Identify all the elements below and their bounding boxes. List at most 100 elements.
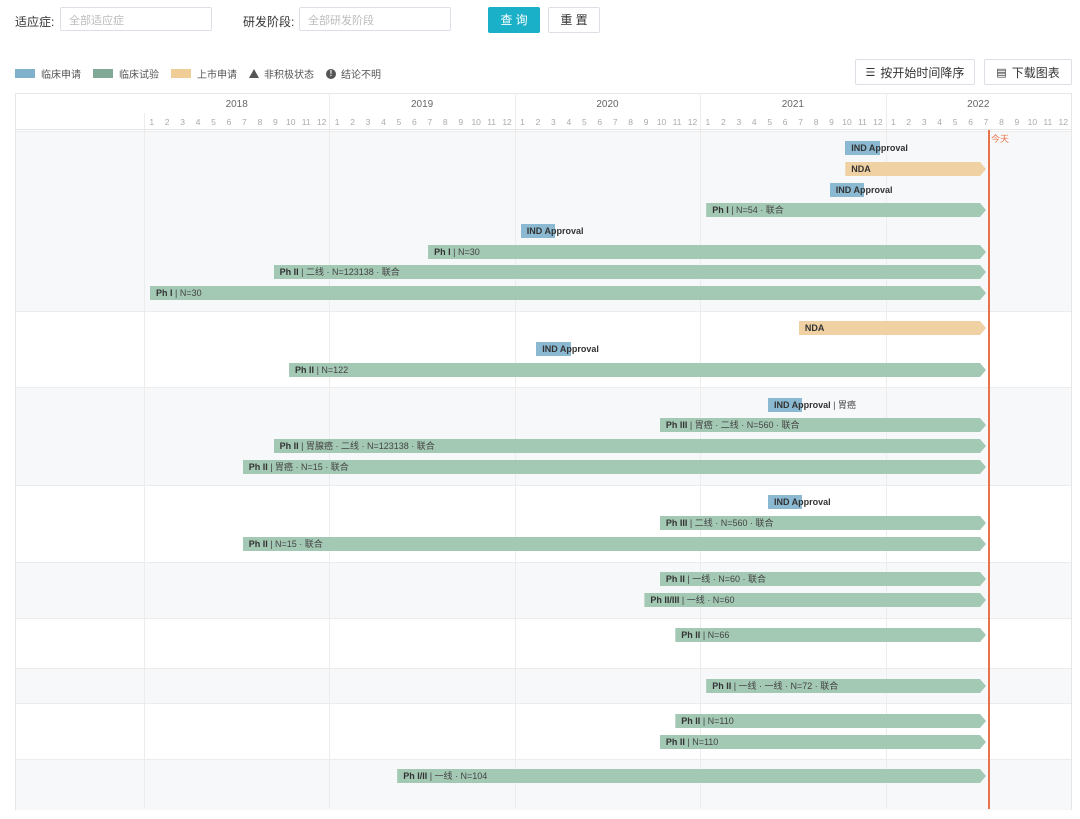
month-label: 3 xyxy=(921,117,927,127)
query-button[interactable]: 查 询 xyxy=(488,7,540,33)
month-label: 6 xyxy=(412,117,417,127)
bar-stage-label: Ph II xyxy=(681,630,701,640)
month-label: 5 xyxy=(767,117,773,127)
trial-bar[interactable]: Ph II | 一线 · N=60 · 联合 xyxy=(660,572,986,586)
ind-bar[interactable]: IND Approval xyxy=(536,342,599,356)
bar-detail-label: | 一线 · N=104 xyxy=(427,771,488,781)
bar-stage-label: Ph I xyxy=(712,205,729,215)
legend-item-ind[interactable]: 临床申请 xyxy=(15,66,81,81)
download-icon: ▤ xyxy=(996,66,1007,79)
bar-stage-label: Ph II xyxy=(279,267,299,277)
bar-stage-label: Ph II xyxy=(248,539,268,549)
bar-stage-label: Ph II xyxy=(665,574,685,584)
row-group xyxy=(16,562,1071,618)
month-label: 5 xyxy=(952,117,958,127)
legend-item-unclear[interactable]: ! 结论不明 xyxy=(326,66,381,81)
trial-swatch xyxy=(93,69,113,78)
bar-stage-label: Ph II xyxy=(279,441,299,451)
legend-label: 临床试验 xyxy=(119,70,159,81)
month-label: 8 xyxy=(628,117,634,127)
trial-bar[interactable]: Ph I | N=30 xyxy=(150,286,986,300)
download-button[interactable]: ▤ 下载图表 xyxy=(984,59,1072,85)
axis-gridline xyxy=(144,113,145,809)
indication-select[interactable]: 全部适应症 xyxy=(60,7,212,31)
month-label: 5 xyxy=(211,117,216,127)
sort-label: 按开始时间降序 xyxy=(880,65,965,80)
legend-item-nda[interactable]: 上市申请 xyxy=(171,66,237,81)
month-label: 2 xyxy=(906,117,912,127)
bar-detail-label: | N=66 xyxy=(700,630,730,640)
bar-detail-label: | 一线 · N=60 xyxy=(679,595,735,605)
legend: 临床申请 临床试验 上市申请 非积极状态 ! 结论不明 xyxy=(15,66,381,81)
month-label: 8 xyxy=(999,117,1004,127)
month-label: 9 xyxy=(1014,117,1020,127)
ind-bar[interactable]: IND Approval xyxy=(520,224,583,238)
triangle-icon xyxy=(249,69,259,78)
month-label: 2 xyxy=(350,117,355,127)
month-label: 10 xyxy=(656,117,667,127)
trial-bar[interactable]: Ph II | N=66 xyxy=(675,628,986,642)
bar-stage-label: IND Approval xyxy=(851,143,908,153)
row-group xyxy=(16,131,1071,311)
bar-stage-label: Ph II xyxy=(665,737,685,747)
indication-placeholder: 全部适应症 xyxy=(69,15,124,27)
row-group xyxy=(16,618,1071,668)
month-label: 2 xyxy=(164,117,170,127)
bar-detail-label: | N=54 · 联合 xyxy=(728,205,784,215)
ind-bar[interactable]: IND Approval xyxy=(829,183,892,197)
month-label: 3 xyxy=(551,117,556,127)
bar-stage-label: Ph I xyxy=(156,288,173,298)
nda-bar[interactable]: NDA xyxy=(845,162,986,176)
trial-bar[interactable]: Ph II | N=15 · 联合 xyxy=(243,537,986,551)
trial-bar[interactable]: Ph II | 胃腺癌 · 二线 · N=123138 · 联合 xyxy=(274,439,986,453)
legend-item-trial[interactable]: 临床试验 xyxy=(93,66,159,81)
month-label: 2 xyxy=(721,117,726,127)
trial-bar[interactable]: Ph II | 二线 · N=123138 · 联合 xyxy=(274,265,986,279)
month-label: 1 xyxy=(520,117,525,127)
month-label: 5 xyxy=(396,117,402,127)
trial-bar[interactable]: Ph II | N=122 xyxy=(289,363,986,377)
month-label: 6 xyxy=(968,117,973,127)
month-label: 9 xyxy=(643,117,649,127)
stage-label: 研发阶段: xyxy=(243,15,295,29)
bar-detail-label: | N=30 xyxy=(172,288,202,298)
legend-label: 非积极状态 xyxy=(264,70,314,81)
month-label: 12 xyxy=(873,117,883,127)
bar-detail-label: | N=110 xyxy=(684,737,719,747)
bar-stage-label: NDA xyxy=(804,323,825,333)
trial-bar[interactable]: Ph II | 胃癌 · N=15 · 联合 xyxy=(243,460,986,474)
download-label: 下载图表 xyxy=(1011,65,1060,80)
reset-button[interactable]: 重 置 xyxy=(548,7,600,33)
trial-bar[interactable]: Ph II | 一线 · 一线 · N=72 · 联合 xyxy=(706,679,986,693)
bar-stage-label: Ph II/III xyxy=(650,595,680,605)
ind-bar[interactable]: IND Approval | 胃癌 xyxy=(768,398,856,412)
trial-bar[interactable]: Ph II | N=110 xyxy=(660,735,986,749)
month-label: 11 xyxy=(858,117,867,127)
month-label: 4 xyxy=(937,117,943,127)
sort-button[interactable]: ☰ 按开始时间降序 xyxy=(855,59,975,85)
legend-item-inactive[interactable]: 非积极状态 xyxy=(249,66,314,81)
bar-detail-label: | 一线 · 一线 · N=72 · 联合 xyxy=(731,681,839,691)
legend-label: 结论不明 xyxy=(341,70,381,81)
bar-stage-label: IND Approval xyxy=(526,226,584,236)
trial-bar[interactable]: Ph I/II | 一线 · N=104 xyxy=(397,769,986,783)
month-label: 11 xyxy=(487,117,497,127)
ind-bar[interactable]: IND Approval xyxy=(768,495,831,509)
trial-bar[interactable]: Ph III | 二线 · N=560 · 联合 xyxy=(660,516,986,530)
bar-detail-label: | 胃癌 · 二线 · N=560 · 联合 xyxy=(687,420,800,430)
header-divider xyxy=(16,129,1071,130)
trial-bar[interactable]: Ph III | 胃癌 · 二线 · N=560 · 联合 xyxy=(660,418,986,432)
month-label: 6 xyxy=(782,117,788,127)
trial-bar[interactable]: Ph II/III | 一线 · N=60 xyxy=(644,593,986,607)
ind-bar[interactable]: IND Approval xyxy=(845,141,908,155)
bar-detail-label: | 一线 · N=60 · 联合 xyxy=(684,574,766,584)
month-label: 4 xyxy=(566,117,572,127)
trial-bar[interactable]: Ph I | N=30 xyxy=(428,245,986,259)
nda-bar[interactable]: NDA xyxy=(799,321,986,335)
bar-detail-label: | N=15 · 联合 xyxy=(267,539,323,549)
legend-label: 临床申请 xyxy=(41,70,81,81)
bar-stage-label: NDA xyxy=(851,164,871,174)
trial-bar[interactable]: Ph I | N=54 · 联合 xyxy=(706,203,986,217)
trial-bar[interactable]: Ph II | N=110 xyxy=(675,714,986,728)
stage-select[interactable]: 全部研发阶段 xyxy=(299,7,451,31)
